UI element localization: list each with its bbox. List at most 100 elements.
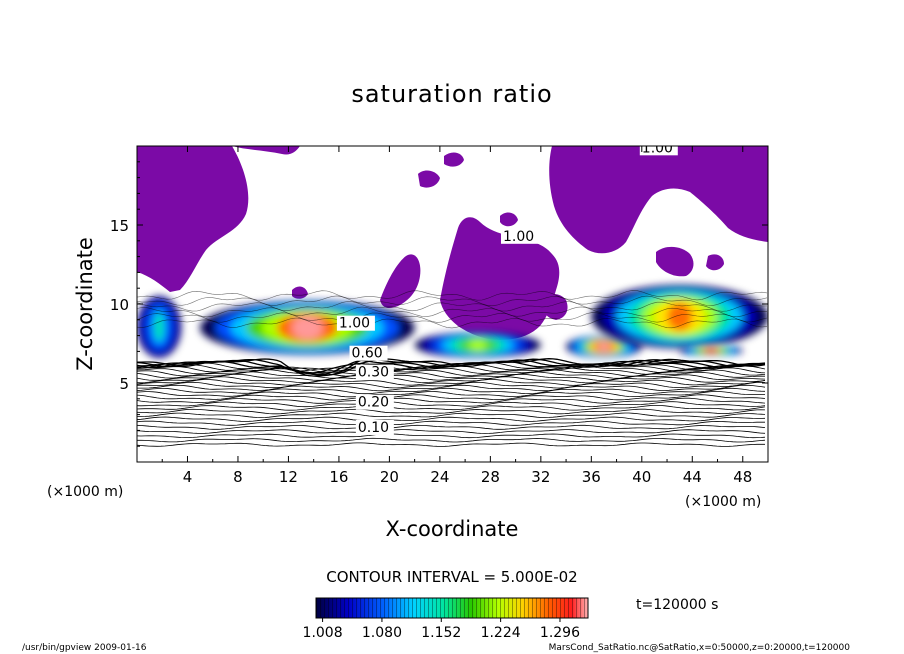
colorbar-tick-label: 1.296 bbox=[540, 625, 580, 641]
footer-left: /usr/bin/gpview 2009-01-16 bbox=[22, 643, 147, 653]
x-tick-label: 28 bbox=[481, 468, 500, 486]
contour-label-bg bbox=[355, 394, 394, 410]
contour-line-upper bbox=[137, 290, 768, 301]
contour-label: 0.20 bbox=[358, 395, 389, 411]
x-tick-label: 8 bbox=[233, 468, 243, 486]
x-axis-unit-right: (×1000 m) bbox=[685, 494, 761, 510]
contour-label-bg bbox=[336, 315, 375, 331]
layer-band bbox=[292, 315, 323, 340]
contour-label: 0.60 bbox=[352, 346, 383, 362]
x-tick-label: 40 bbox=[632, 468, 651, 486]
contour-line bbox=[137, 405, 766, 411]
colorbar-tick-label: 1.224 bbox=[481, 625, 521, 641]
saturated-region bbox=[440, 217, 560, 340]
x-tick-label: 24 bbox=[430, 468, 449, 486]
contour-label: 0.10 bbox=[358, 420, 389, 436]
contour-label: 1.00 bbox=[503, 229, 534, 245]
x-tick-label: 16 bbox=[329, 468, 348, 486]
x-tick-label: 20 bbox=[380, 468, 399, 486]
saturated-region bbox=[418, 170, 440, 188]
contour-line bbox=[137, 401, 766, 408]
layer-band bbox=[468, 339, 487, 351]
layer-band bbox=[598, 341, 610, 352]
plot-area: 1.00 1.00 1.00 0.60 0.30 0.20 0.10 bbox=[137, 140, 768, 462]
contour-line bbox=[137, 433, 766, 439]
saturated-region bbox=[656, 246, 694, 277]
contour-line bbox=[137, 429, 766, 434]
y-tick-label: 15 bbox=[110, 217, 129, 235]
contour-line bbox=[137, 387, 766, 395]
contour-line bbox=[137, 376, 766, 384]
y-tick-label: 10 bbox=[110, 296, 129, 314]
colorbar-tick-label: 1.080 bbox=[362, 625, 402, 641]
contour-labels: 1.00 1.00 1.00 0.60 0.30 0.20 0.10 bbox=[336, 140, 678, 436]
supersaturation-layer bbox=[591, 285, 768, 349]
contour-label: 1.00 bbox=[642, 140, 673, 156]
contour-line bbox=[137, 394, 766, 401]
contour-line bbox=[137, 360, 766, 374]
contour-line bbox=[137, 412, 766, 419]
contour-line bbox=[137, 437, 766, 443]
colorbar-tick-label: 1.008 bbox=[303, 625, 343, 641]
saturated-region bbox=[549, 146, 768, 254]
contour-line bbox=[137, 420, 765, 426]
saturated-region bbox=[137, 146, 249, 292]
contour-label-bg bbox=[349, 345, 388, 361]
contour-line-upper bbox=[137, 295, 768, 307]
x-axis-label: X-coordinate bbox=[386, 517, 519, 541]
contour-line bbox=[137, 362, 766, 372]
layer-band bbox=[155, 313, 163, 341]
saturated-regions bbox=[137, 146, 768, 340]
saturated-region bbox=[706, 254, 724, 271]
contour-label: 1.00 bbox=[339, 316, 370, 332]
supersaturation-layer bbox=[679, 345, 743, 357]
x-tick-label: 48 bbox=[733, 468, 752, 486]
colorbar-tick-labels: 1.008 1.080 1.152 1.224 1.296 bbox=[303, 618, 580, 641]
contour-line bbox=[137, 367, 766, 375]
contour-line bbox=[137, 381, 766, 389]
contour-label-bg bbox=[639, 146, 678, 156]
contour-lines bbox=[137, 290, 768, 447]
contour-label-bg bbox=[500, 228, 539, 244]
x-tick-label: 12 bbox=[279, 468, 298, 486]
contour-line-upper bbox=[137, 301, 768, 312]
saturated-region bbox=[540, 294, 568, 320]
contour-label-bg bbox=[355, 419, 394, 435]
contour-line bbox=[137, 391, 765, 398]
saturated-region bbox=[292, 286, 308, 299]
contour-line bbox=[137, 359, 766, 376]
supersaturation-layer bbox=[566, 335, 642, 358]
contour-line bbox=[137, 424, 766, 430]
x-tick-label: 32 bbox=[531, 468, 550, 486]
saturated-region bbox=[444, 152, 464, 167]
contour-line bbox=[137, 373, 766, 381]
y-axis: 5 10 15 bbox=[110, 161, 768, 447]
contour-label-bg bbox=[355, 364, 394, 380]
x-tick-label: 44 bbox=[683, 468, 702, 486]
saturated-region bbox=[380, 254, 421, 308]
contour-line bbox=[137, 408, 766, 415]
contour-line bbox=[137, 379, 766, 386]
time-label: t=120000 s bbox=[636, 597, 718, 613]
saturated-region bbox=[232, 146, 300, 155]
contour-line bbox=[137, 442, 765, 447]
supersaturation-layer bbox=[414, 332, 541, 358]
x-tick-label: 4 bbox=[183, 468, 193, 486]
contour-line-upper bbox=[137, 312, 768, 323]
y-axis-label: Z-coordinate bbox=[73, 237, 97, 371]
contour-interval-text: CONTOUR INTERVAL = 5.000E-02 bbox=[326, 568, 577, 586]
footer-right: MarsCond_SatRatio.nc@SatRatio,x=0:50000,… bbox=[549, 643, 851, 653]
contour-line bbox=[137, 397, 766, 404]
contour-line bbox=[137, 384, 766, 392]
x-tick-label: 36 bbox=[582, 468, 601, 486]
supersaturation-layer bbox=[137, 296, 182, 358]
chart-title: saturation ratio bbox=[351, 80, 552, 108]
contour-line-upper bbox=[137, 317, 768, 329]
colorbar bbox=[315, 597, 589, 619]
contour-line bbox=[137, 371, 765, 379]
y-tick-label: 5 bbox=[119, 375, 129, 393]
x-axis-unit-left: (×1000 m) bbox=[47, 484, 123, 500]
contour-label: 0.30 bbox=[358, 365, 389, 381]
colorbar-tick-label: 1.152 bbox=[421, 625, 461, 641]
